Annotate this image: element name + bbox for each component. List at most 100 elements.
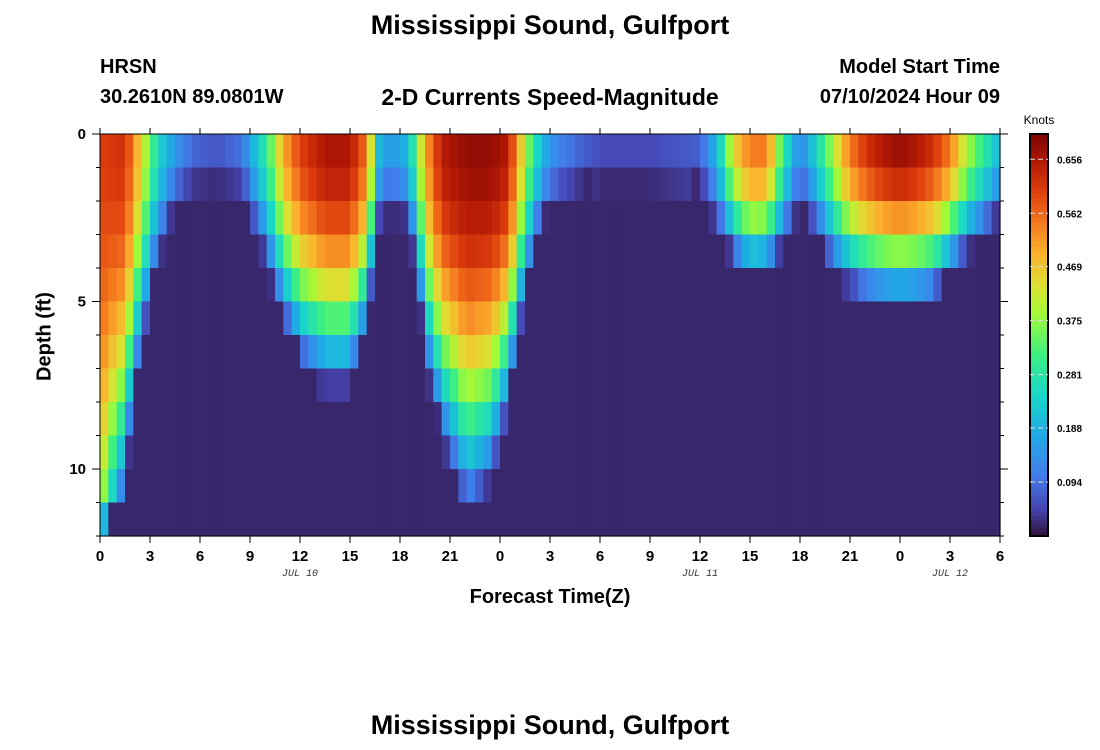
heatmap-cell: [633, 435, 643, 470]
heatmap-cell: [691, 167, 701, 202]
colorbar-segment: [1030, 326, 1048, 332]
heatmap-cell: [566, 402, 576, 437]
heatmap-cell: [458, 402, 468, 437]
colorbar-segment: [1030, 471, 1048, 477]
heatmap-cell: [316, 167, 326, 202]
heatmap-cell: [533, 335, 543, 370]
heatmap-cell: [791, 201, 801, 236]
heatmap-cell: [216, 134, 226, 169]
heatmap-cell: [991, 469, 1001, 504]
colorbar-segment: [1030, 290, 1048, 296]
heatmap-cell: [950, 201, 959, 236]
heatmap-cell: [533, 402, 543, 437]
heatmap-cell: [658, 469, 668, 504]
heatmap-cell: [341, 134, 351, 169]
heatmap-cell: [700, 201, 709, 236]
heatmap-cell: [783, 335, 793, 370]
heatmap-cell: [891, 201, 901, 236]
heatmap-cell: [975, 402, 984, 437]
heatmap-cell: [725, 301, 734, 336]
heatmap-cell: [200, 368, 209, 403]
heatmap-cell: [916, 435, 926, 470]
colorbar-segment: [1030, 250, 1048, 256]
heatmap-cell: [866, 301, 876, 336]
colorbar-segment: [1030, 262, 1048, 268]
heatmap-cell: [950, 402, 959, 437]
heatmap-cell: [625, 502, 634, 537]
colorbar-segment: [1030, 495, 1048, 501]
heatmap-cell: [708, 167, 718, 202]
heatmap-cell: [558, 402, 568, 437]
heatmap-cell: [833, 301, 843, 336]
heatmap-cell: [266, 268, 276, 303]
heatmap-cell: [291, 167, 301, 202]
heatmap-cell: [541, 435, 551, 470]
x-tick-label: 18: [792, 548, 809, 565]
heatmap-cell: [841, 301, 851, 336]
heatmap-cell: [791, 402, 801, 437]
heatmap-cell: [958, 201, 968, 236]
heatmap-cell: [525, 301, 534, 336]
heatmap-cell: [708, 268, 718, 303]
heatmap-cell: [991, 167, 1001, 202]
heatmap-cell: [325, 435, 334, 470]
heatmap-cell: [866, 469, 876, 504]
heatmap-cell: [183, 301, 193, 336]
heatmap-cell: [691, 402, 701, 437]
heatmap-cell: [600, 368, 609, 403]
heatmap-cell: [400, 134, 409, 169]
heatmap-cell: [616, 301, 626, 336]
colorbar-segment: [1030, 367, 1048, 372]
heatmap-cell: [500, 402, 509, 437]
heatmap-cell: [408, 435, 418, 470]
heatmap-cell: [341, 402, 351, 437]
heatmap-cell: [850, 435, 859, 470]
heatmap-cell: [658, 502, 668, 537]
heatmap-cell: [416, 134, 426, 169]
heatmap-cell: [275, 435, 284, 470]
heatmap-cell: [350, 167, 359, 202]
heatmap-cell: [250, 469, 259, 504]
heatmap-cell: [308, 368, 318, 403]
heatmap-cell: [400, 301, 409, 336]
heatmap-cell: [658, 201, 668, 236]
heatmap-cell: [866, 134, 876, 169]
colorbar-tick-label: 0.375: [1057, 317, 1082, 328]
heatmap-cell: [891, 268, 901, 303]
heatmap-cell: [458, 167, 468, 202]
heatmap-cell: [908, 469, 918, 504]
heatmap-cell: [550, 502, 559, 537]
heatmap-cell: [983, 167, 993, 202]
heatmap-cell: [975, 469, 984, 504]
heatmap-cell: [916, 234, 926, 269]
heatmap-cell: [141, 469, 151, 504]
colorbar-segment: [1030, 355, 1048, 360]
heatmap-cell: [233, 368, 243, 403]
heatmap-cell: [158, 167, 168, 202]
heatmap-cell: [550, 167, 559, 202]
heatmap-cell: [125, 368, 134, 403]
heatmap-cell: [825, 234, 834, 269]
heatmap-cell: [591, 201, 601, 236]
heatmap-cell: [191, 301, 201, 336]
heatmap-cell: [116, 402, 126, 437]
heatmap-cell: [700, 469, 709, 504]
heatmap-cell: [333, 268, 343, 303]
heatmap-cell: [158, 301, 168, 336]
heatmap-cell: [200, 234, 209, 269]
heatmap-cell: [300, 502, 309, 537]
heatmap-cell: [375, 435, 384, 470]
heatmap-cell: [791, 134, 801, 169]
heatmap-cell: [333, 502, 343, 537]
heatmap-cell: [425, 234, 434, 269]
heatmap-cell: [125, 301, 134, 336]
heatmap-cell: [966, 435, 976, 470]
heatmap-cell: [208, 201, 218, 236]
heatmap-cell: [533, 502, 543, 537]
heatmap-cell: [641, 234, 651, 269]
heatmap-cell: [358, 335, 368, 370]
heatmap-cell: [808, 167, 818, 202]
heatmap-cell: [850, 301, 859, 336]
heatmap-cell: [633, 268, 643, 303]
